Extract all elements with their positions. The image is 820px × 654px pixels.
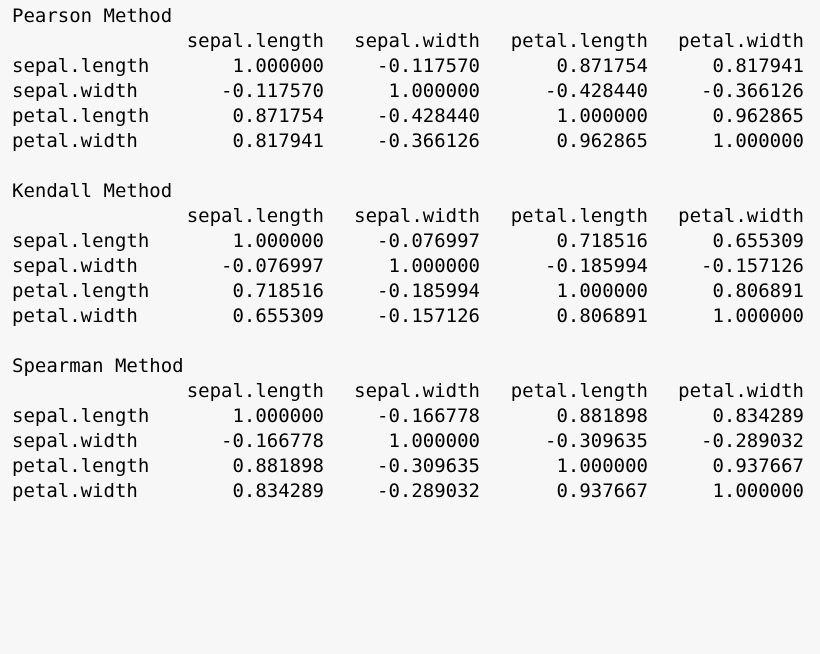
- row-label: petal.width: [12, 130, 138, 152]
- matrix-header-row: sepal.length sepal.width petal.length pe…: [12, 29, 808, 54]
- matrix-cell: 0.962865: [712, 105, 804, 127]
- matrix-cell: 1.000000: [712, 305, 804, 327]
- column-header: sepal.length: [186, 380, 324, 402]
- matrix-cell: -0.289032: [701, 430, 804, 452]
- matrix-cell: 0.806891: [556, 305, 648, 327]
- row-label: sepal.width: [12, 255, 138, 277]
- matrix-cell: 0.937667: [556, 480, 648, 502]
- row-label: petal.length: [12, 455, 150, 477]
- matrix-row: petal.length 0.718516 -0.185994 1.000000…: [12, 279, 808, 304]
- row-label: petal.length: [12, 280, 150, 302]
- matrix-cell: 0.806891: [712, 280, 804, 302]
- matrix-cell: -0.309635: [545, 430, 648, 452]
- matrix-cell: 1.000000: [712, 130, 804, 152]
- matrix-cell: -0.428440: [545, 80, 648, 102]
- matrix-cell: 0.834289: [232, 480, 324, 502]
- matrix-cell: 1.000000: [232, 230, 324, 252]
- row-label: sepal.length: [12, 230, 150, 252]
- column-header: petal.length: [510, 30, 648, 52]
- matrix-title: Pearson Method: [12, 5, 173, 27]
- matrix-cell: 0.655309: [232, 305, 324, 327]
- matrix-cell: -0.076997: [221, 255, 324, 277]
- matrix-cell: -0.166778: [377, 405, 480, 427]
- matrix-cell: 1.000000: [232, 405, 324, 427]
- row-label: sepal.length: [12, 405, 150, 427]
- matrix-cell: 1.000000: [556, 105, 648, 127]
- matrix-row: sepal.length 1.000000 -0.117570 0.871754…: [12, 54, 808, 79]
- matrix-cell: 1.000000: [556, 280, 648, 302]
- matrix-cell: -0.117570: [221, 80, 324, 102]
- matrix-cell: 1.000000: [388, 430, 480, 452]
- matrix-cell: 1.000000: [556, 455, 648, 477]
- matrix-row: petal.length 0.871754 -0.428440 1.000000…: [12, 104, 808, 129]
- column-header: sepal.length: [186, 30, 324, 52]
- column-header: sepal.width: [354, 380, 480, 402]
- matrix-cell: -0.117570: [377, 55, 480, 77]
- matrix-cell: 0.937667: [712, 455, 804, 477]
- row-label: petal.width: [12, 480, 138, 502]
- column-header: sepal.length: [186, 205, 324, 227]
- matrix-cell: -0.309635: [377, 455, 480, 477]
- matrix-title-line: Spearman Method: [12, 354, 808, 379]
- matrix-cell: 0.871754: [232, 105, 324, 127]
- matrix-cell: 1.000000: [232, 55, 324, 77]
- column-header: petal.width: [678, 30, 804, 52]
- matrix-row: sepal.length 1.000000 -0.166778 0.881898…: [12, 404, 808, 429]
- matrix-title-line: Pearson Method: [12, 4, 808, 29]
- row-label: petal.width: [12, 305, 138, 327]
- matrix-cell: 0.881898: [232, 455, 324, 477]
- matrix-header-row: sepal.length sepal.width petal.length pe…: [12, 379, 808, 404]
- matrix-row: sepal.width -0.117570 1.000000 -0.428440…: [12, 79, 808, 104]
- matrix-row: sepal.length 1.000000 -0.076997 0.718516…: [12, 229, 808, 254]
- matrix-row: petal.width 0.817941 -0.366126 0.962865 …: [12, 129, 808, 154]
- matrix-cell: 0.718516: [556, 230, 648, 252]
- matrix-row: petal.width 0.655309 -0.157126 0.806891 …: [12, 304, 808, 329]
- matrix-cell: 1.000000: [388, 80, 480, 102]
- matrix-cell: 0.718516: [232, 280, 324, 302]
- matrix-header-row: sepal.length sepal.width petal.length pe…: [12, 204, 808, 229]
- matrix-cell: 0.962865: [556, 130, 648, 152]
- matrix-cell: 0.817941: [712, 55, 804, 77]
- matrix-cell: 0.871754: [556, 55, 648, 77]
- column-header: sepal.width: [354, 30, 480, 52]
- matrix-cell: -0.366126: [701, 80, 804, 102]
- matrix-cell: 0.655309: [712, 230, 804, 252]
- matrix-title-line: Kendall Method: [12, 179, 808, 204]
- correlation-matrix-pearson: Pearson Method sepal.length sepal.width …: [12, 4, 808, 179]
- matrix-cell: -0.428440: [377, 105, 480, 127]
- correlation-matrix-kendall: Kendall Method sepal.length sepal.width …: [12, 179, 808, 354]
- matrix-row: sepal.width -0.076997 1.000000 -0.185994…: [12, 254, 808, 279]
- column-header: petal.length: [510, 205, 648, 227]
- row-label: sepal.length: [12, 55, 150, 77]
- console-output: Pearson Method sepal.length sepal.width …: [12, 4, 808, 529]
- row-label: sepal.width: [12, 430, 138, 452]
- matrix-cell: 0.817941: [232, 130, 324, 152]
- matrix-title: Spearman Method: [12, 355, 184, 377]
- row-label: sepal.width: [12, 80, 138, 102]
- row-label: petal.length: [12, 105, 150, 127]
- column-header: sepal.width: [354, 205, 480, 227]
- matrix-cell: -0.185994: [545, 255, 648, 277]
- column-header: petal.length: [510, 380, 648, 402]
- matrix-cell: 1.000000: [712, 480, 804, 502]
- matrix-cell: 0.834289: [712, 405, 804, 427]
- column-header: petal.width: [678, 380, 804, 402]
- correlation-matrix-spearman: Spearman Method sepal.length sepal.width…: [12, 354, 808, 529]
- matrix-row: sepal.width -0.166778 1.000000 -0.309635…: [12, 429, 808, 454]
- matrix-title: Kendall Method: [12, 180, 173, 202]
- matrix-cell: 0.881898: [556, 405, 648, 427]
- matrix-cell: -0.157126: [377, 305, 480, 327]
- matrix-row: petal.length 0.881898 -0.309635 1.000000…: [12, 454, 808, 479]
- matrix-cell: -0.157126: [701, 255, 804, 277]
- matrix-cell: -0.289032: [377, 480, 480, 502]
- column-header: petal.width: [678, 205, 804, 227]
- matrix-cell: -0.166778: [221, 430, 324, 452]
- matrix-row: petal.width 0.834289 -0.289032 0.937667 …: [12, 479, 808, 504]
- matrix-cell: -0.185994: [377, 280, 480, 302]
- matrix-cell: -0.076997: [377, 230, 480, 252]
- matrix-cell: -0.366126: [377, 130, 480, 152]
- matrix-cell: 1.000000: [388, 255, 480, 277]
